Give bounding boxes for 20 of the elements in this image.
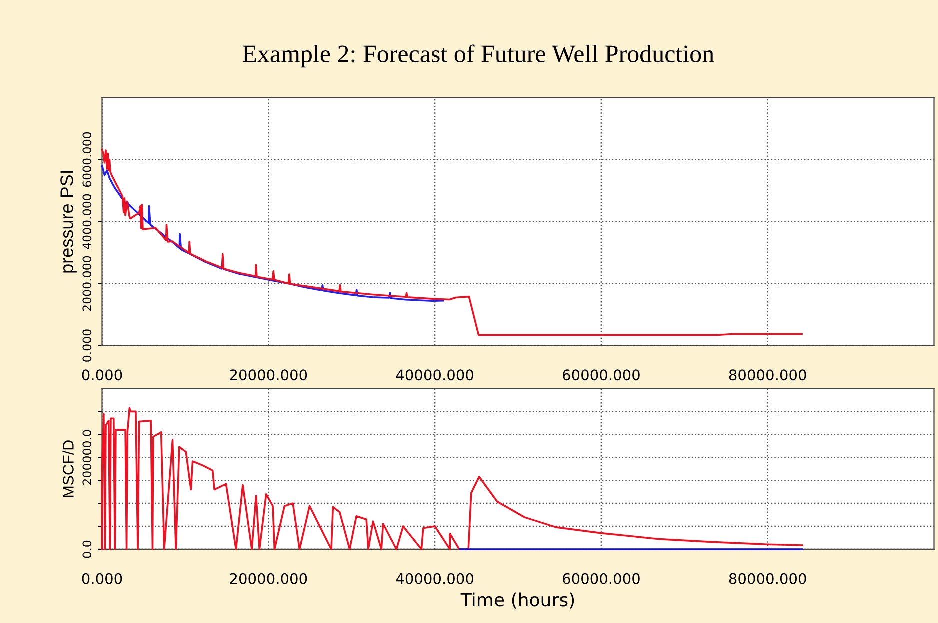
y-tick-label: 2000.000 bbox=[82, 256, 92, 312]
x-tick-label: 80000.000 bbox=[729, 573, 806, 584]
x-tick-label: 40000.000 bbox=[396, 370, 474, 381]
y-axis-title: MSCF/D bbox=[62, 440, 74, 498]
chart-title: Example 2: Forecast of Future Well Production bbox=[242, 44, 714, 68]
line-series bbox=[101, 148, 803, 336]
y-tick-label: 4000.000 bbox=[82, 194, 92, 250]
x-tick-label: 80000.000 bbox=[729, 370, 806, 381]
y-tick-label: 0.0 bbox=[82, 540, 92, 558]
x-tick-label: 20000.000 bbox=[230, 370, 308, 381]
x-tick-label: 20000.000 bbox=[230, 573, 308, 584]
x-tick-label: 60000.000 bbox=[563, 573, 640, 584]
line-series bbox=[101, 407, 804, 550]
line-series bbox=[101, 165, 444, 302]
x-tick-label: 40000.000 bbox=[396, 573, 474, 584]
y-tick-label: 200000.0 bbox=[82, 430, 92, 485]
y-tick-label: 6000.000 bbox=[82, 132, 92, 188]
y-axis-title: pressure PSI bbox=[60, 171, 77, 273]
x-axis-title: Time (hours) bbox=[460, 592, 574, 609]
x-tick-label: 60000.000 bbox=[563, 370, 640, 381]
